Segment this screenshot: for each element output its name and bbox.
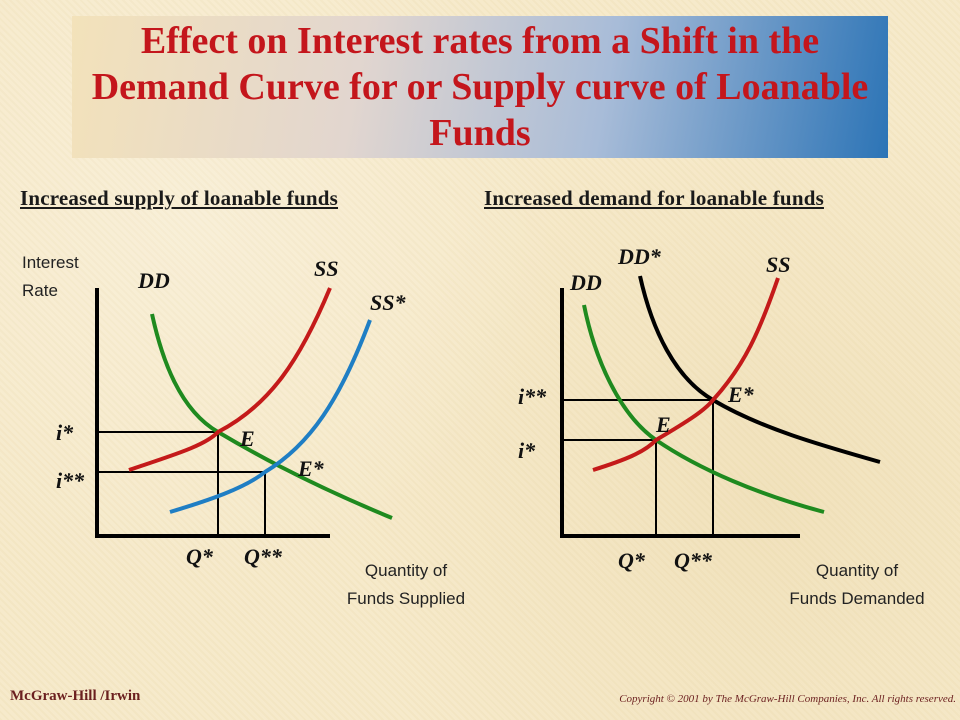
right-i-2star-label: i** bbox=[518, 384, 547, 409]
left-shifted-supply-curve-ss-star bbox=[169, 319, 372, 514]
left-demand-curve-dd bbox=[150, 313, 393, 520]
left-dd-label: DD bbox=[137, 268, 170, 293]
left-q-star-label: Q* bbox=[186, 544, 214, 569]
right-panel: Quantity of Funds Demanded DD DD* SS E E… bbox=[518, 244, 925, 608]
copyright-footer: Copyright © 2001 by The McGraw-Hill Comp… bbox=[619, 693, 956, 705]
left-y-axis-label-line1: Interest bbox=[22, 253, 79, 272]
left-y-axis-label-line2: Rate bbox=[22, 281, 58, 300]
right-shifted-demand-curve-dd-star bbox=[638, 275, 881, 464]
right-supply-curve-ss bbox=[592, 277, 780, 472]
left-supply-curve-ss bbox=[128, 287, 332, 472]
right-dd-star-label: DD* bbox=[617, 244, 662, 269]
left-panel-heading: Increased supply of loanable funds bbox=[20, 186, 338, 210]
right-q-2star-label: Q** bbox=[674, 548, 713, 573]
left-ss-label: SS bbox=[314, 256, 338, 281]
left-x-axis-label-line2: Funds Supplied bbox=[347, 589, 465, 608]
left-ss-star-label: SS* bbox=[370, 290, 406, 315]
publisher-footer: McGraw-Hill /Irwin bbox=[10, 688, 141, 704]
right-x-axis-label-line2: Funds Demanded bbox=[789, 589, 924, 608]
right-q-star-label: Q* bbox=[618, 548, 646, 573]
title-banner bbox=[72, 16, 888, 158]
left-equilibrium-e-star-label: E* bbox=[297, 456, 325, 481]
left-q-2star-label: Q** bbox=[244, 544, 283, 569]
right-panel-heading: Increased demand for loanable funds bbox=[484, 186, 824, 210]
right-dd-label: DD bbox=[569, 270, 602, 295]
right-i-star-label: i* bbox=[518, 438, 536, 463]
left-equilibrium-e-label: E bbox=[239, 426, 255, 451]
left-i-2star-label: i** bbox=[56, 468, 85, 493]
right-equilibrium-e-star-label: E* bbox=[727, 382, 755, 407]
left-x-axis-label-line1: Quantity of bbox=[365, 561, 447, 580]
slide-title: Effect on Interest rates from a Shift in… bbox=[91, 20, 869, 154]
left-i-star-label: i* bbox=[56, 420, 74, 445]
right-equilibrium-e-label: E bbox=[655, 412, 671, 437]
right-ss-label: SS bbox=[766, 252, 790, 277]
right-x-axis-label-line1: Quantity of bbox=[816, 561, 898, 580]
left-panel: Interest Rate Quantity of Funds Supplied… bbox=[22, 253, 465, 608]
